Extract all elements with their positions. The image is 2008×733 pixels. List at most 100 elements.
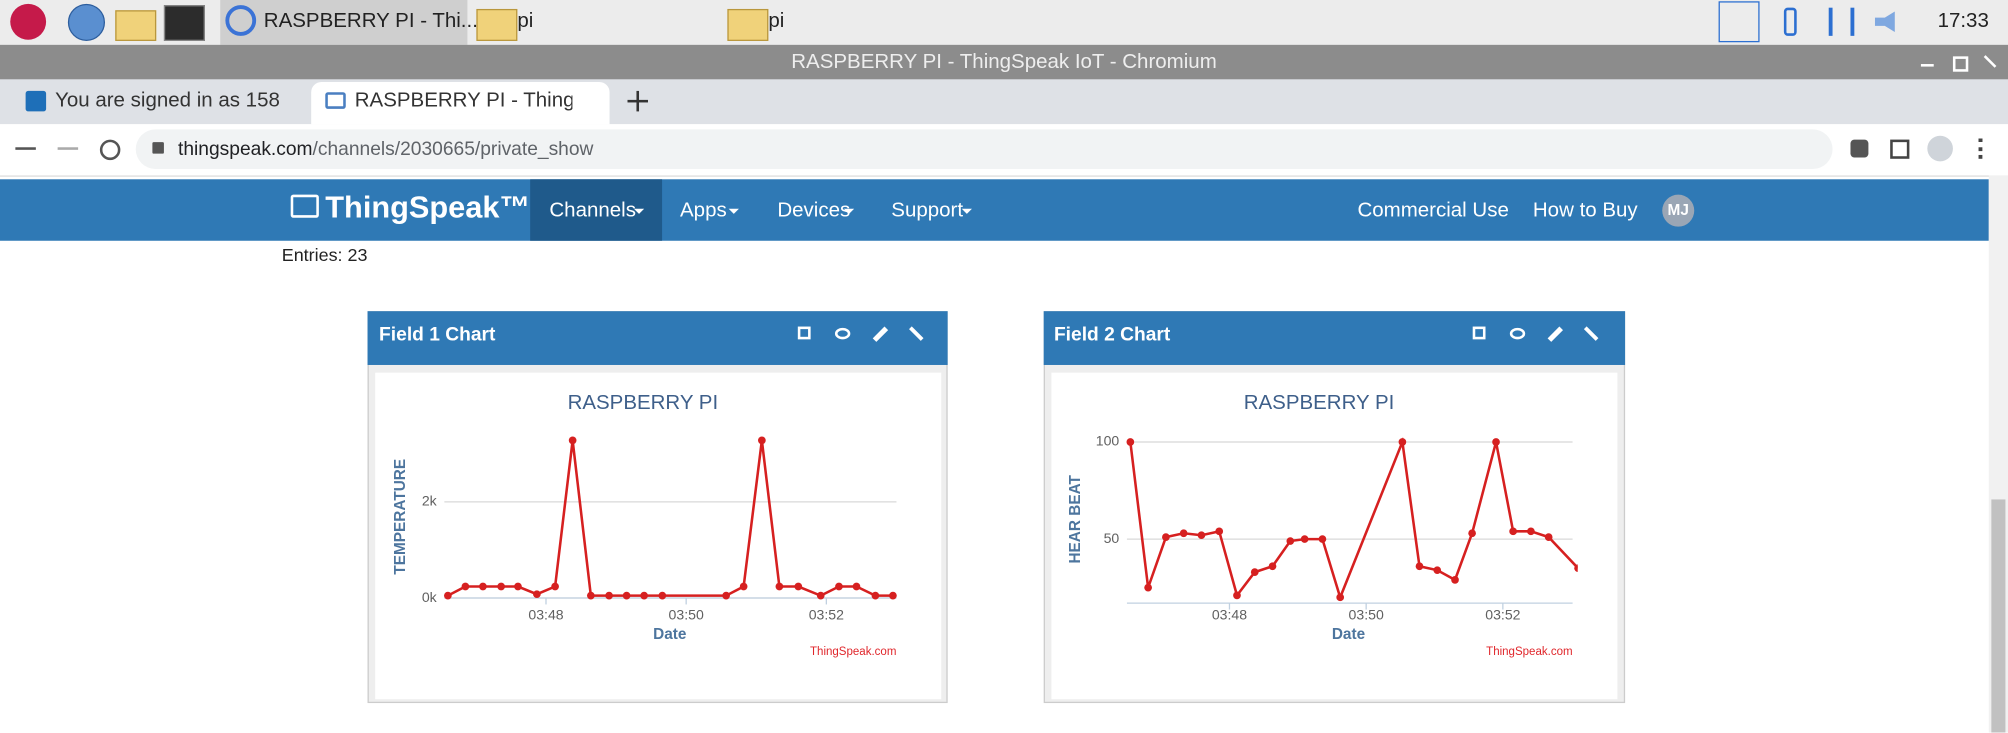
url-host: thingspeak.com bbox=[178, 138, 313, 161]
credit: ThingSpeak.com bbox=[810, 646, 896, 658]
vnc-icon[interactable] bbox=[1718, 1, 1760, 43]
comment-button[interactable] bbox=[1509, 327, 1526, 340]
reload-button[interactable] bbox=[99, 139, 121, 161]
entries: Entries: 23 bbox=[281, 244, 368, 266]
minimize-button[interactable] bbox=[1920, 64, 1934, 67]
chromium-icon bbox=[225, 5, 257, 36]
nav-link[interactable]: Channels bbox=[549, 199, 636, 222]
profile-button[interactable] bbox=[1927, 135, 1953, 162]
x-tick-label: 03:50 bbox=[1349, 607, 1384, 623]
point bbox=[533, 590, 541, 599]
point bbox=[758, 436, 766, 445]
window-button-label[interactable]: pi bbox=[517, 10, 534, 33]
browser-launcher[interactable] bbox=[67, 3, 106, 41]
bluetooth-icon[interactable] bbox=[1783, 7, 1797, 36]
point bbox=[497, 582, 505, 591]
plot bbox=[444, 436, 897, 600]
point bbox=[587, 591, 595, 600]
nav-link[interactable]: How to Buy bbox=[1532, 199, 1638, 222]
point bbox=[658, 591, 667, 600]
point bbox=[1509, 527, 1517, 536]
clock: 17:33 bbox=[1937, 10, 1989, 33]
open-button[interactable] bbox=[797, 326, 811, 340]
nav-link[interactable]: Support bbox=[891, 199, 964, 222]
point bbox=[568, 436, 577, 445]
nav-link[interactable]: Apps bbox=[680, 199, 727, 222]
point bbox=[1162, 533, 1170, 541]
tab-favicon bbox=[25, 90, 47, 112]
panel-header bbox=[367, 311, 948, 365]
side-panel-button[interactable] bbox=[1890, 139, 1910, 159]
back-button[interactable] bbox=[15, 147, 36, 150]
caret bbox=[633, 208, 645, 219]
window-button-label: RASPBERRY PI - Thi... bbox=[263, 10, 478, 33]
title-bar bbox=[0, 44, 2008, 80]
extensions-button[interactable] bbox=[1850, 139, 1869, 158]
x-tick-label: 03:48 bbox=[1212, 607, 1247, 623]
x-tick-label: 03:52 bbox=[1485, 607, 1520, 623]
tab-title[interactable]: You are signed in as 158 bbox=[55, 89, 280, 112]
window-button-label[interactable]: pi bbox=[768, 10, 785, 33]
x-axis-label: Date bbox=[1332, 626, 1366, 643]
point bbox=[444, 591, 452, 600]
point bbox=[1144, 583, 1152, 592]
scrollbar-thumb[interactable] bbox=[1991, 499, 2006, 733]
point bbox=[1415, 562, 1424, 571]
comment-button[interactable] bbox=[834, 327, 851, 340]
new-tab-button[interactable] bbox=[636, 90, 640, 112]
point bbox=[1179, 529, 1188, 538]
point bbox=[1215, 527, 1224, 536]
y-tick-label: 100 bbox=[1096, 433, 1120, 449]
files-launcher[interactable] bbox=[115, 10, 157, 41]
caret bbox=[843, 208, 855, 219]
point bbox=[514, 582, 522, 591]
y-tick-label: 50 bbox=[1104, 530, 1120, 546]
logo[interactable]: ThingSpeak™ bbox=[325, 190, 531, 226]
url-path: /channels/2030665/private_show bbox=[312, 138, 594, 161]
menu-button[interactable] bbox=[1978, 138, 1987, 159]
point bbox=[722, 591, 730, 600]
point bbox=[1451, 576, 1459, 584]
nav-link[interactable]: Commercial Use bbox=[1357, 199, 1509, 222]
point bbox=[479, 582, 487, 591]
point bbox=[775, 582, 784, 591]
avatar[interactable]: MJ bbox=[1662, 194, 1695, 227]
point bbox=[1544, 533, 1553, 541]
point bbox=[1433, 566, 1442, 575]
point bbox=[1398, 438, 1407, 446]
window-button-active[interactable] bbox=[220, 0, 468, 45]
y-axis-label: HEAR BEAT bbox=[1067, 474, 1084, 563]
network-icon[interactable] bbox=[1828, 7, 1855, 36]
point bbox=[1318, 535, 1327, 543]
folder-icon bbox=[727, 8, 769, 41]
nav-link[interactable]: Devices bbox=[777, 199, 851, 222]
terminal-launcher[interactable] bbox=[163, 5, 205, 41]
forward-button[interactable] bbox=[57, 147, 79, 150]
caret bbox=[961, 208, 972, 219]
point bbox=[1286, 537, 1295, 545]
point bbox=[852, 582, 861, 591]
point bbox=[1574, 564, 1578, 573]
y-tick-label: 2k bbox=[422, 493, 438, 509]
panel-title: Field 1 Chart bbox=[379, 323, 496, 346]
maximize-button[interactable] bbox=[1952, 56, 1969, 72]
point bbox=[1250, 568, 1259, 576]
series-line bbox=[1129, 437, 1578, 602]
folder-icon bbox=[476, 8, 518, 41]
point bbox=[816, 591, 825, 600]
open-button[interactable] bbox=[1472, 326, 1486, 340]
point bbox=[605, 591, 613, 600]
point bbox=[1268, 562, 1277, 571]
tab-title[interactable]: RASPBERRY PI - ThingS bbox=[354, 89, 573, 112]
omnibox[interactable] bbox=[135, 129, 1833, 170]
point bbox=[889, 591, 897, 600]
raspberry-menu[interactable] bbox=[10, 3, 47, 40]
active-tab[interactable] bbox=[311, 81, 610, 125]
panel-header bbox=[1043, 311, 1626, 365]
caret bbox=[728, 208, 739, 219]
logo-icon bbox=[290, 194, 319, 218]
panel-title: Field 2 Chart bbox=[1053, 323, 1171, 346]
url[interactable]: thingspeak.com/channels/2030665/private_… bbox=[178, 138, 593, 160]
